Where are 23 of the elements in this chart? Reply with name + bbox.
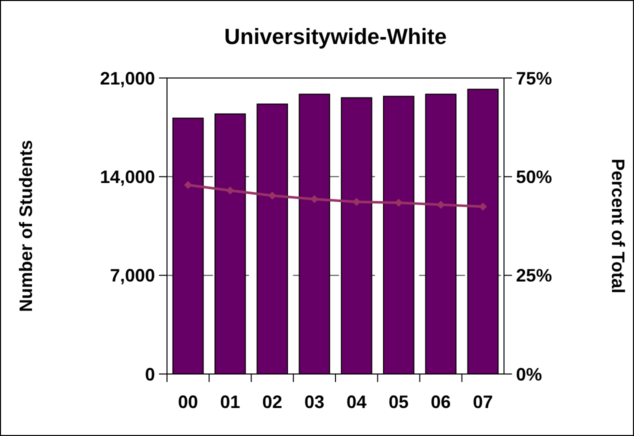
y-tick-label: 14,000 [100,166,155,187]
y2-tick-label: 50% [516,166,552,187]
x-tick-label: 07 [472,392,493,412]
x-tick-label: 02 [262,392,282,412]
point [226,186,234,194]
x-tick-label: 00 [178,392,198,412]
x-tick-label: 06 [430,392,451,412]
y-axis-title: Number of Students [16,140,36,312]
chart-title: Universitywide-White [224,24,447,49]
y2-tick-label: 25% [516,266,552,286]
y-tick-label: 0 [144,364,155,384]
x-tick-label: 05 [388,392,409,412]
x-tick-label: 04 [346,392,367,412]
point [268,192,276,200]
y2-tick-label: 75% [516,68,552,88]
y2-axis-title: Percent of Total [608,158,628,294]
point [436,200,445,209]
point [184,180,192,189]
x-tick-label: 03 [304,392,324,412]
x-tick-label: 01 [220,392,240,412]
y2-tick-label: 0% [516,364,542,384]
y-tick-label: 21,000 [100,68,155,88]
y-tick-label: 7,000 [110,266,155,286]
